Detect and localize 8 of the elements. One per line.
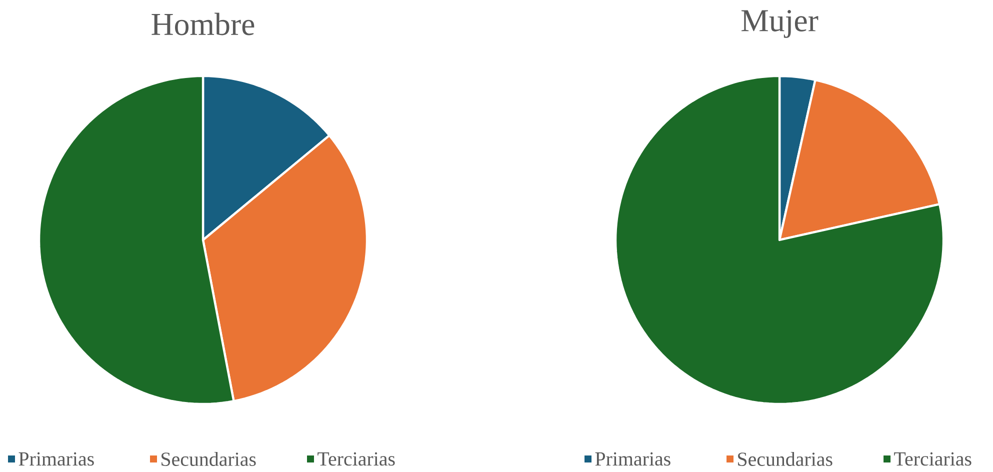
chart-title: Mujer (741, 10, 818, 38)
legend-label: Primarias (18, 452, 94, 466)
legend-label: Terciarias (318, 452, 395, 466)
legend-label: Primarias (595, 452, 670, 466)
legend-label: Secundarias (738, 452, 832, 466)
chart-title: Hombre (152, 12, 254, 36)
legend-label: Terciarias (894, 452, 972, 466)
legend-label: Secundarias (162, 452, 256, 466)
